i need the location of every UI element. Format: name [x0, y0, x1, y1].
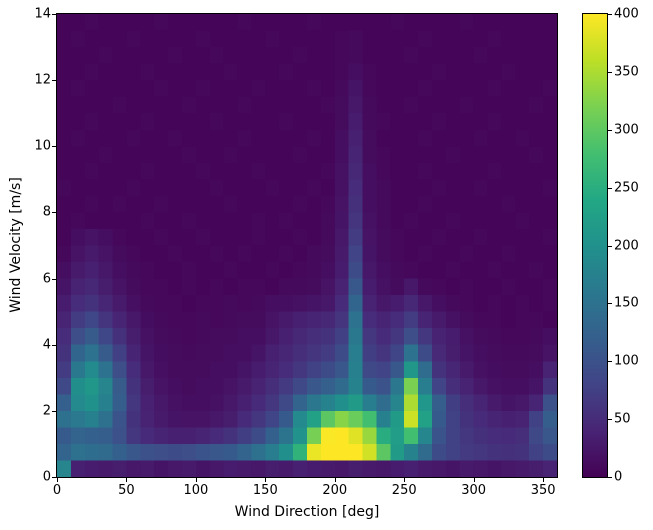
- x-axis-tick: [195, 478, 197, 482]
- y-tick-label: 0: [42, 469, 51, 485]
- y-axis-tick: [52, 146, 56, 148]
- y-axis-tick: [52, 410, 56, 412]
- y-axis-tick: [52, 344, 56, 346]
- plot-area: [56, 13, 558, 478]
- x-tick-label: 150: [252, 483, 278, 498]
- y-tick-label: 6: [42, 271, 51, 287]
- colorbar-tick-label: 100: [614, 353, 639, 369]
- y-axis-tick: [52, 14, 56, 15]
- x-tick-label: 350: [530, 483, 556, 498]
- x-axis-label: Wind Direction [deg]: [234, 504, 380, 520]
- x-tick-label: 100: [183, 483, 209, 498]
- colorbar-gradient: [583, 14, 607, 477]
- colorbar-tick-label: 50: [614, 411, 631, 427]
- x-tick-label: 300: [461, 483, 487, 498]
- y-tick-label: 2: [42, 403, 51, 419]
- x-axis-tick: [57, 478, 58, 482]
- x-tick-label: 200: [322, 483, 348, 498]
- y-tick-label: 8: [42, 204, 51, 220]
- colorbar-tick: [608, 14, 612, 15]
- colorbar-tick: [608, 71, 612, 73]
- colorbar-tick: [608, 477, 612, 478]
- y-tick-label: 12: [34, 72, 51, 88]
- y-tick-label: 14: [34, 6, 51, 22]
- colorbar-tick: [608, 187, 612, 189]
- y-axis-label: Wind Velocity [m/s]: [8, 177, 24, 313]
- colorbar-tick-label: 0: [614, 469, 623, 485]
- y-axis-tick: [52, 477, 56, 478]
- x-tick-label: 50: [118, 483, 135, 498]
- x-tick-label: 250: [391, 483, 417, 498]
- y-tick-label: 10: [34, 138, 51, 154]
- colorbar-tick-label: 250: [614, 180, 639, 196]
- colorbar-tick: [608, 129, 612, 131]
- colorbar-tick: [608, 419, 612, 421]
- heatmap-canvas: [57, 14, 557, 477]
- y-axis-tick: [52, 80, 56, 82]
- y-axis-tick: [52, 212, 56, 214]
- x-axis-tick: [126, 478, 128, 482]
- x-axis-tick: [404, 478, 406, 482]
- colorbar-tick-label: 150: [614, 295, 639, 311]
- colorbar-tick-label: 300: [614, 122, 639, 138]
- y-axis-tick: [52, 278, 56, 280]
- colorbar-tick: [608, 303, 612, 305]
- colorbar-tick-label: 350: [614, 64, 639, 80]
- x-tick-label: 0: [52, 483, 62, 498]
- colorbar: [582, 13, 608, 478]
- colorbar-tick-label: 400: [614, 6, 639, 22]
- x-axis-tick: [473, 478, 475, 482]
- colorbar-tick-label: 200: [614, 238, 639, 253]
- y-tick-label: 4: [42, 337, 51, 353]
- x-axis-tick: [543, 478, 545, 482]
- colorbar-tick: [608, 245, 612, 247]
- x-axis-tick: [334, 478, 336, 482]
- x-axis-tick: [265, 478, 267, 482]
- colorbar-tick: [608, 361, 612, 363]
